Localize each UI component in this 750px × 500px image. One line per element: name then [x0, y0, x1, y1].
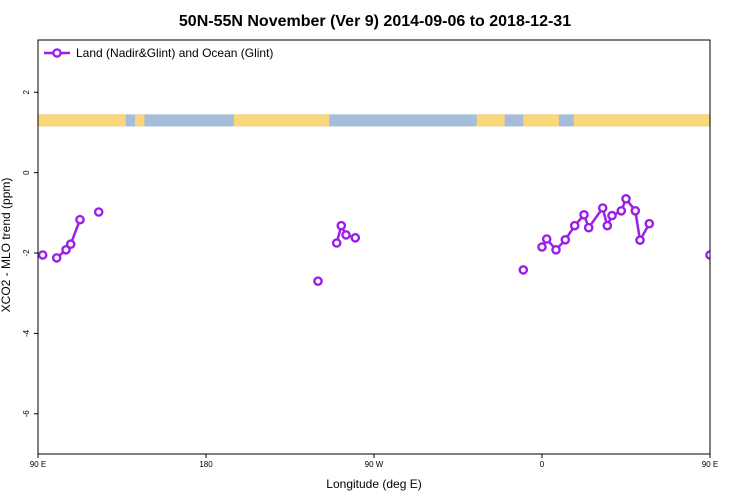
series-line	[540, 196, 651, 252]
plot-frame	[37, 39, 711, 455]
land-band	[476, 114, 505, 127]
data-point	[607, 210, 617, 221]
data-point	[630, 205, 641, 216]
data-point	[725, 254, 732, 261]
land-band	[135, 114, 145, 127]
data-point	[313, 276, 323, 287]
legend-label: Land (Nadir&Glint) and Ocean (Glint)	[76, 46, 273, 60]
data-point	[560, 234, 571, 245]
land-band	[38, 114, 126, 127]
data-point	[541, 234, 552, 244]
y-tick-label: 2	[22, 89, 31, 94]
y-tick-label: 0	[22, 170, 31, 175]
data-point	[597, 203, 608, 213]
data-point	[65, 239, 76, 249]
legend: Land (Nadir&Glint) and Ocean (Glint)	[44, 46, 273, 60]
data-point	[518, 265, 529, 275]
data-point	[635, 235, 645, 245]
data-point	[331, 238, 342, 248]
series-line	[729, 220, 750, 258]
data-point	[734, 246, 741, 253]
data-point	[583, 222, 594, 233]
x-tick-label: 90 W	[365, 460, 384, 469]
data-point	[38, 250, 48, 260]
series-layer	[38, 193, 750, 287]
data-point	[621, 193, 631, 204]
chart-title: 50N-55N November (Ver 9) 2014-09-06 to 2…	[179, 13, 571, 30]
data-point	[93, 207, 104, 217]
data-point	[616, 205, 627, 216]
land-band	[523, 114, 559, 127]
data-point	[350, 232, 361, 243]
data-point	[75, 214, 85, 225]
data-point	[341, 230, 351, 240]
data-point	[569, 220, 580, 231]
land-band	[710, 114, 750, 126]
legend-marker	[52, 48, 62, 58]
x-tick-label: 90 E	[702, 460, 718, 469]
x-tick-label: 0	[540, 460, 545, 469]
data-point	[551, 244, 561, 255]
land-ocean-strip	[38, 114, 750, 127]
x-axis-label: Longitude (deg E)	[326, 477, 421, 491]
y-axis-label: XCO2 - MLO trend (ppm)	[0, 178, 13, 313]
data-point	[602, 220, 613, 231]
y-axis: 2 0 -2 -4 -6	[22, 89, 38, 417]
data-point	[705, 250, 710, 260]
data-point	[579, 209, 589, 220]
y-tick-label: -4	[22, 329, 31, 337]
x-tick-label: 180	[199, 460, 213, 469]
x-axis: 90 E 180 90 W 0 90 E	[30, 454, 718, 469]
series-line	[335, 222, 356, 244]
data-point	[336, 220, 347, 231]
y-tick-label: -6	[22, 410, 31, 418]
data-point	[537, 242, 547, 252]
land-band	[234, 114, 330, 127]
y-tick-label: -2	[22, 249, 31, 257]
x-tick-label: 90 E	[30, 460, 46, 469]
land-band	[573, 114, 710, 127]
data-point	[51, 253, 62, 263]
data-point	[644, 218, 655, 229]
data-point	[739, 241, 746, 248]
